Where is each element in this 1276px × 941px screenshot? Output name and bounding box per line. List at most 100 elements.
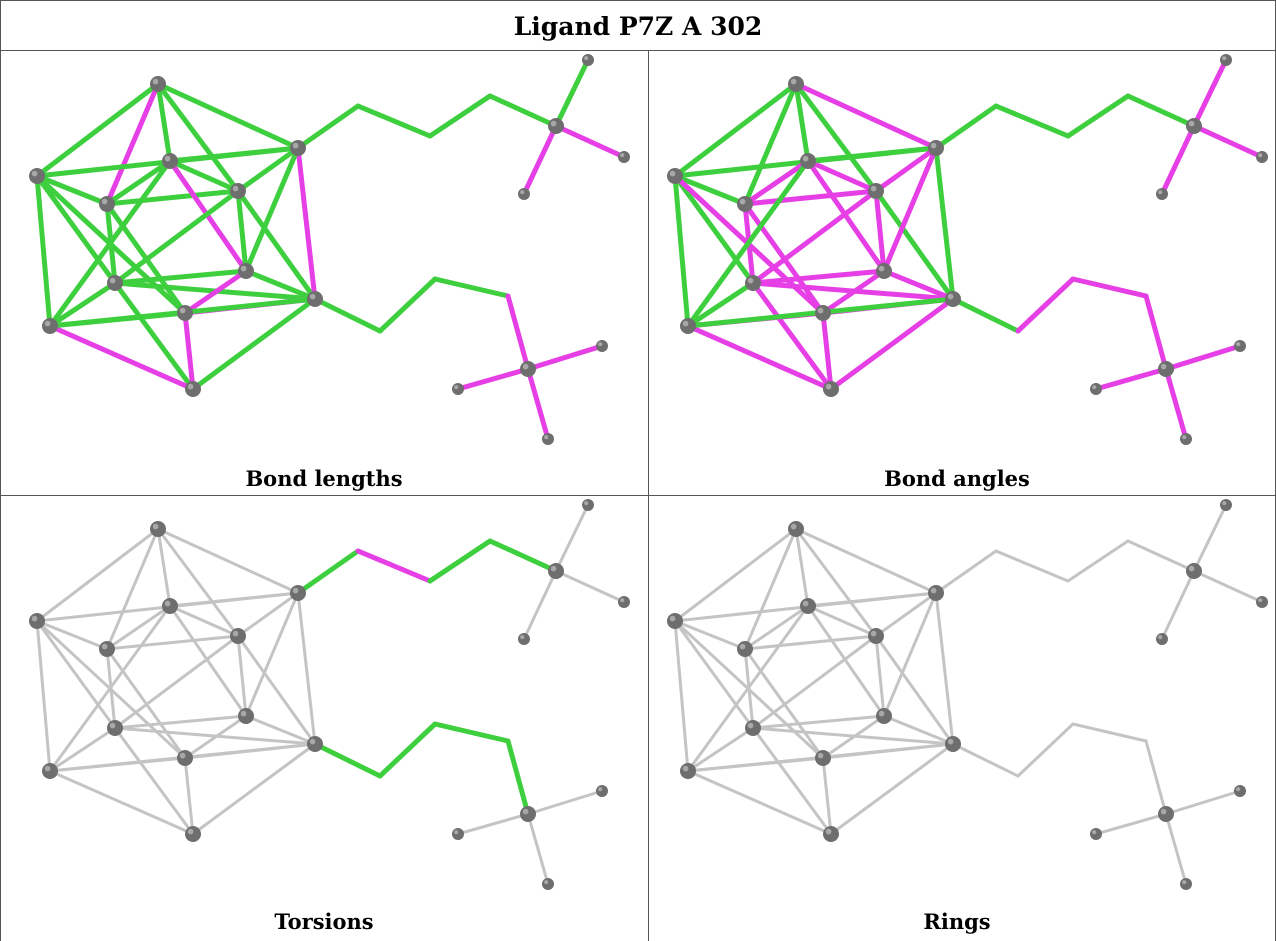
bond-R1-BR	[243, 145, 301, 274]
bond-R1-c1	[295, 548, 361, 596]
atom-highlight-TL	[101, 198, 108, 205]
atom-q2a	[1234, 785, 1246, 797]
atom-highlight-q1	[1188, 565, 1195, 572]
bond-q2-q2b	[1093, 366, 1169, 392]
bond-TR-BL	[113, 634, 240, 730]
atom-BL	[745, 720, 761, 736]
bond-q2-q2c	[1163, 366, 1189, 442]
bond-bot-R2	[190, 296, 318, 392]
panel-bond-lengths: Bond lengths	[0, 51, 648, 495]
atom-bot	[823, 826, 839, 842]
atom-highlight-BL	[109, 277, 116, 284]
bond-L-TL	[35, 619, 109, 651]
atom-q2	[520, 806, 536, 822]
atom-highlight-R1	[930, 587, 937, 594]
bond-TL-TC	[104, 158, 173, 207]
atom-TC	[800, 153, 816, 169]
atom-q1c	[518, 633, 530, 645]
bond-TL-TR	[104, 188, 241, 207]
bond-bot-R2	[191, 742, 317, 836]
bond-BL-L2	[47, 280, 118, 329]
bond-BC-bot	[182, 310, 196, 392]
bond-BL-BR	[113, 714, 248, 730]
atom-BR	[238, 708, 254, 724]
atom-q1	[1186, 118, 1202, 134]
atom-highlight-TR	[870, 185, 877, 192]
atom-q2b	[452, 383, 464, 395]
bond-BC-bot	[821, 756, 833, 836]
atom-highlight-q2a	[1236, 342, 1241, 347]
atom-TR	[868, 183, 884, 199]
bond-TR-BL	[112, 188, 241, 286]
bond-L-L2	[35, 619, 52, 773]
bond-TR-R1	[874, 591, 938, 638]
atom-q2c	[542, 433, 554, 445]
bond-q2-q2c	[526, 812, 550, 886]
bond-bot-R2	[828, 296, 956, 392]
molecule-rings	[667, 499, 1268, 890]
bond-top-TL	[105, 527, 160, 651]
bond-d2-d3	[432, 721, 511, 744]
atom-q2b	[1090, 383, 1102, 395]
atom-top	[788, 521, 804, 537]
bond-TC-TR	[805, 158, 879, 194]
atom-q1c	[1156, 633, 1168, 645]
bond-q2-q2a	[1163, 343, 1243, 372]
bond-q1-q1a	[1192, 503, 1228, 573]
bond-BL-BR	[751, 714, 886, 730]
bond-top-TR	[156, 527, 240, 638]
molecule-bond-lengths	[29, 54, 630, 445]
atom-highlight-q1	[1188, 120, 1195, 127]
bond-TC-TR	[168, 604, 240, 638]
panel-rings: Rings	[638, 496, 1276, 941]
atom-highlight-q2c	[1182, 880, 1187, 885]
atom-highlight-q2	[1160, 363, 1167, 370]
atom-highlight-q2c	[544, 880, 549, 885]
atom-R2	[307, 291, 323, 307]
bond-BR-BC	[182, 268, 249, 316]
atom-TL	[99, 196, 115, 212]
bond-q1-q1b	[553, 123, 627, 160]
bond-TC-R1	[167, 145, 301, 164]
atom-q2c	[1180, 433, 1192, 445]
bond-TC-R1	[168, 591, 300, 608]
atom-highlight-TC	[802, 155, 809, 162]
atom-highlight-L2	[44, 765, 51, 772]
atom-highlight-L	[31, 170, 38, 177]
bond-R2-d1	[951, 742, 1020, 778]
atom-highlight-q2b	[454, 830, 459, 835]
border-top	[0, 0, 1276, 1]
bond-d3-q2	[505, 738, 531, 817]
bond-c3-q1	[1125, 93, 1197, 129]
bond-d3-q2	[1144, 739, 1168, 816]
bond-BR-R2	[243, 268, 318, 302]
atom-highlight-q1c	[1158, 190, 1163, 195]
atom-BL	[107, 720, 123, 736]
bond-c1-c2	[994, 549, 1070, 583]
bond-top-L	[34, 81, 161, 179]
atom-highlight-q1a	[584, 501, 589, 506]
atom-TL	[737, 196, 753, 212]
bond-d1-d2	[1016, 722, 1075, 778]
atom-highlight-R2	[309, 738, 316, 745]
atom-R1	[928, 140, 944, 156]
bond-c2-c3	[1066, 539, 1130, 583]
atom-q1a	[582, 499, 594, 511]
bond-top-TC	[155, 81, 173, 164]
atom-highlight-BC	[179, 307, 186, 314]
bond-BL-bot	[750, 280, 834, 392]
bond-TC-TR	[167, 158, 241, 194]
bond-TR-R2	[236, 634, 317, 746]
atom-highlight-q1b	[1258, 598, 1263, 603]
atom-q1	[548, 563, 564, 579]
panel-bond-angles: Bond angles	[638, 51, 1276, 495]
atom-TR	[868, 628, 884, 644]
atom-L	[29, 168, 45, 184]
atom-highlight-q2	[522, 363, 529, 370]
atom-q2	[1158, 806, 1174, 822]
bond-BR-R2	[882, 714, 955, 746]
atom-highlight-q1a	[584, 56, 589, 61]
atom-highlight-q2b	[1092, 385, 1097, 390]
bond-L-BL	[673, 619, 755, 730]
atom-q1a	[1220, 54, 1232, 66]
